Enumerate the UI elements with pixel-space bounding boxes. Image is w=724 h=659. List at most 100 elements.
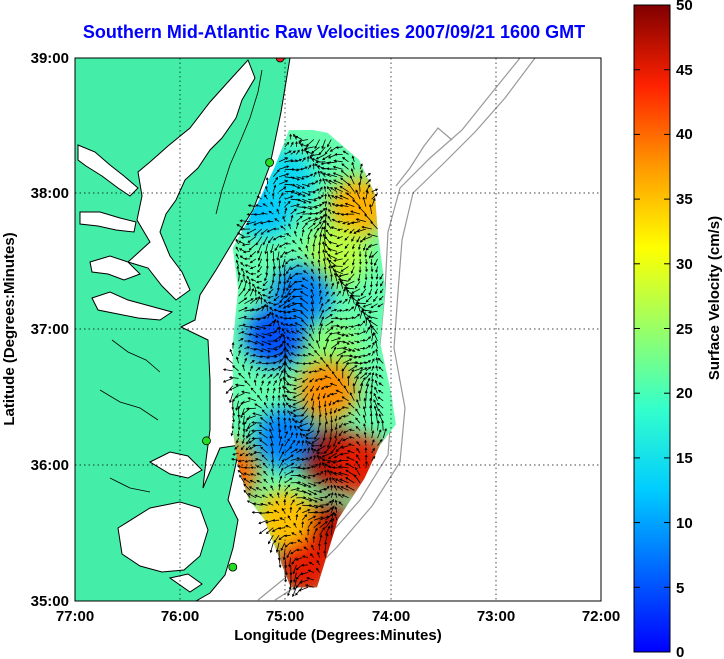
x-tick-label: 77:00 bbox=[56, 608, 94, 625]
velocity-vector bbox=[278, 199, 282, 207]
velocity-vector bbox=[240, 236, 251, 239]
velocity-vector bbox=[261, 373, 266, 379]
velocity-vector bbox=[249, 266, 257, 270]
velocity-vector bbox=[238, 372, 245, 379]
velocity-vector bbox=[332, 269, 343, 275]
velocity-vector bbox=[313, 188, 320, 193]
velocity-vector bbox=[325, 314, 333, 319]
velocity-vector bbox=[225, 385, 234, 395]
velocity-vector bbox=[302, 206, 313, 210]
velocity-vector bbox=[249, 297, 258, 305]
velocity-vector bbox=[334, 423, 338, 431]
velocity-vector bbox=[311, 158, 320, 163]
velocity-vector bbox=[278, 173, 290, 178]
velocity-vector bbox=[276, 208, 280, 215]
velocity-vector bbox=[284, 200, 291, 207]
velocity-vector bbox=[274, 218, 280, 222]
velocity-vector bbox=[335, 389, 343, 394]
velocity-vector bbox=[299, 432, 303, 439]
velocity-vector bbox=[307, 182, 315, 186]
velocity-vector bbox=[344, 243, 349, 249]
velocity-vector bbox=[287, 404, 297, 409]
velocity-vector bbox=[252, 283, 257, 290]
velocity-vector bbox=[370, 273, 374, 280]
velocity-vector bbox=[255, 340, 265, 346]
velocity-vector bbox=[268, 288, 274, 295]
velocity-vector bbox=[354, 332, 361, 336]
velocity-vector bbox=[330, 505, 335, 513]
velocity-vector bbox=[356, 454, 361, 461]
velocity-vector bbox=[272, 387, 276, 394]
velocity-vector bbox=[255, 280, 262, 284]
velocity-vector bbox=[332, 466, 343, 470]
velocity-vector bbox=[245, 415, 257, 420]
x-tick-label: 74:00 bbox=[372, 608, 410, 625]
velocity-vector bbox=[363, 281, 367, 289]
velocity-vector bbox=[250, 272, 256, 276]
velocity-vector bbox=[269, 415, 274, 424]
y-axis: 39:00 38:00 37:00 36:00 35:00 Latitude (… bbox=[1, 50, 69, 610]
velocity-vector bbox=[261, 294, 268, 297]
velocity-vector bbox=[270, 476, 274, 484]
velocity-vector bbox=[342, 361, 349, 372]
velocity-vector bbox=[296, 149, 300, 155]
velocity-vector bbox=[229, 348, 234, 357]
velocity-vector bbox=[340, 486, 349, 491]
velocity-vector bbox=[263, 478, 268, 484]
velocity-vector bbox=[229, 385, 239, 391]
velocity-vector bbox=[302, 497, 313, 502]
velocity-vector bbox=[336, 300, 343, 305]
velocity-vector bbox=[355, 466, 361, 476]
velocity-vector bbox=[265, 394, 269, 401]
velocity-vector bbox=[261, 494, 268, 499]
velocity-vector bbox=[292, 392, 303, 399]
colorbar-tick-label: 10 bbox=[676, 515, 693, 532]
y-tick-label: 36:00 bbox=[31, 457, 69, 474]
velocity-vector bbox=[359, 367, 368, 372]
velocity-vector bbox=[319, 309, 324, 319]
velocity-vector bbox=[222, 368, 233, 372]
velocity-vector bbox=[359, 320, 366, 327]
velocity-vector bbox=[348, 402, 355, 409]
x-tick-label: 76:00 bbox=[161, 608, 199, 625]
velocity-vector bbox=[313, 490, 323, 494]
velocity-vector bbox=[345, 212, 355, 216]
velocity-vector bbox=[239, 219, 251, 223]
velocity-vector bbox=[276, 319, 280, 327]
velocity-vector bbox=[326, 173, 338, 178]
velocity-vector bbox=[342, 221, 349, 225]
velocity-vector bbox=[326, 161, 337, 165]
velocity-vector bbox=[309, 415, 315, 426]
velocity-vector bbox=[282, 215, 286, 222]
velocity-vector bbox=[278, 369, 284, 379]
velocity-vector bbox=[301, 378, 309, 383]
velocity-vector bbox=[289, 541, 297, 545]
velocity-vector bbox=[355, 417, 361, 424]
velocity-vector bbox=[342, 358, 353, 364]
velocity-vector bbox=[314, 349, 320, 357]
velocity-vector bbox=[334, 492, 338, 498]
velocity-vector bbox=[307, 228, 313, 237]
velocity-vector bbox=[261, 333, 273, 337]
velocity-vector bbox=[313, 472, 320, 476]
velocity-vector bbox=[333, 437, 338, 448]
velocity-vector bbox=[241, 390, 251, 394]
velocity-vector bbox=[278, 443, 284, 454]
velocity-vector bbox=[341, 396, 349, 402]
velocity-vector bbox=[369, 281, 373, 288]
velocity-vector bbox=[251, 421, 262, 424]
velocity-vector bbox=[373, 405, 378, 416]
velocity-vector bbox=[309, 155, 315, 163]
velocity-vector bbox=[325, 485, 330, 491]
velocity-vector bbox=[315, 154, 326, 160]
velocity-vector bbox=[243, 483, 251, 491]
velocity-vector bbox=[317, 170, 321, 177]
velocity-vector bbox=[296, 256, 303, 260]
velocity-vector bbox=[324, 243, 332, 252]
velocity-vector bbox=[317, 275, 321, 282]
velocity-vector bbox=[301, 448, 307, 454]
velocity-vector bbox=[234, 445, 239, 450]
velocity-vector bbox=[253, 213, 262, 216]
velocity-vector bbox=[338, 459, 349, 463]
velocity-vector bbox=[258, 527, 268, 535]
